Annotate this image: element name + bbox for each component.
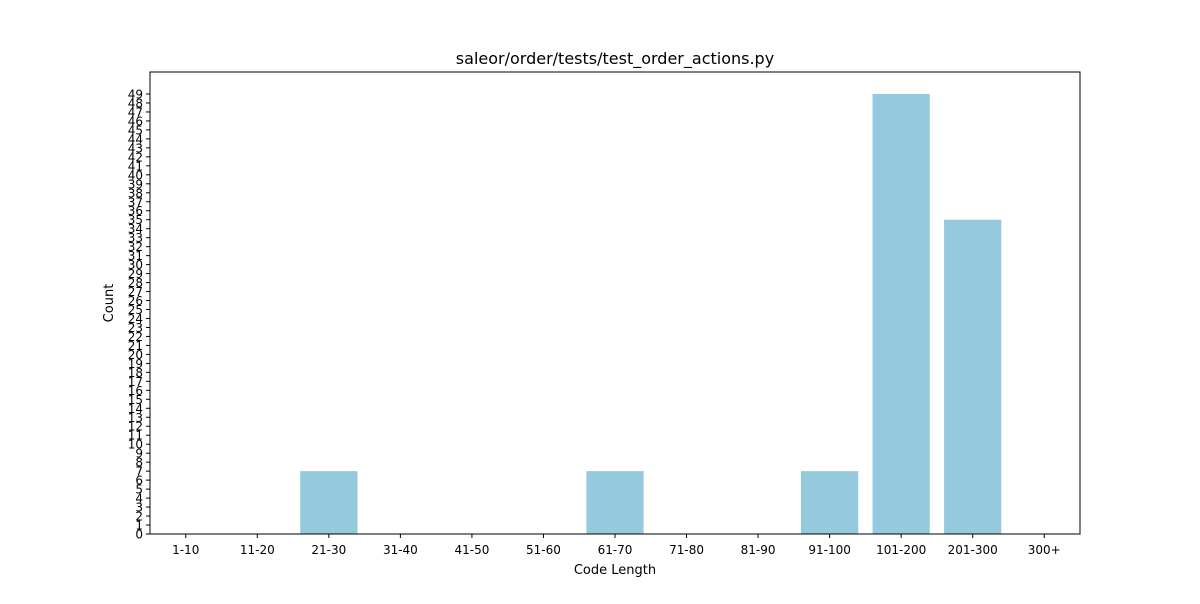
x-tick-label: 31-40 <box>383 543 418 557</box>
x-tick-label: 51-60 <box>526 543 561 557</box>
chart-title: saleor/order/tests/test_order_actions.py <box>456 49 774 69</box>
x-tick-label: 11-20 <box>240 543 275 557</box>
plot-frame <box>150 72 1080 534</box>
x-tick-label: 71-80 <box>669 543 704 557</box>
x-tick-label: 91-100 <box>808 543 851 557</box>
bar-101-200 <box>873 94 930 534</box>
x-axis-label: Code Length <box>574 563 656 578</box>
x-axis: 1-10 11-20 21-30 31-40 41-50 51-60 61-70 71-80 8… <box>172 534 1061 557</box>
bar-61-70 <box>586 471 643 534</box>
x-tick-label: 300+ <box>1028 543 1061 557</box>
y-axis-label: Count <box>102 284 117 323</box>
x-tick-label: 101-200 <box>876 543 926 557</box>
x-tick-label: 41-50 <box>454 543 489 557</box>
x-tick-label: 61-70 <box>598 543 633 557</box>
x-tick-label: 1-10 <box>172 543 199 557</box>
bar-201-300 <box>944 220 1001 534</box>
x-tick-label: 21-30 <box>311 543 346 557</box>
bar-91-100 <box>801 471 858 534</box>
bars-layer <box>300 94 1001 534</box>
x-tick-label: 81-90 <box>741 543 776 557</box>
x-tick-label: 201-300 <box>948 543 998 557</box>
y-tick-label: 49 <box>128 88 143 102</box>
bar-21-30 <box>300 471 357 534</box>
y-axis: 0123456789101112131415161718192021222324… <box>128 88 150 542</box>
